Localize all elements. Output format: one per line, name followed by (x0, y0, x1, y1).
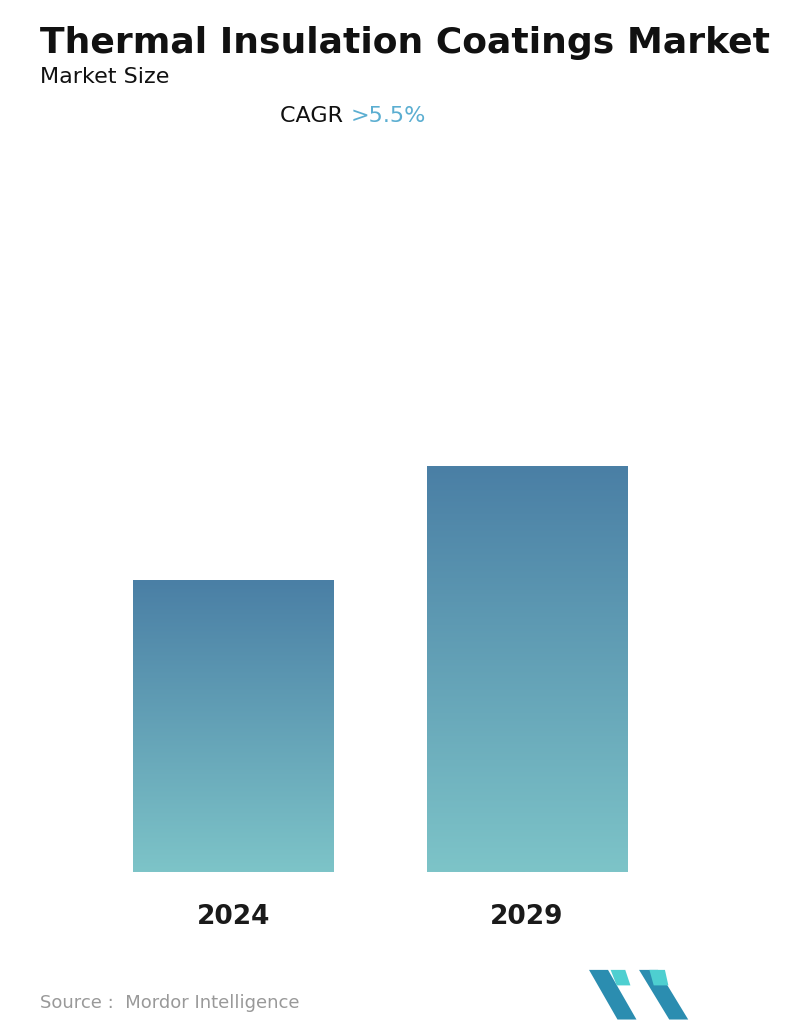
Polygon shape (611, 970, 630, 985)
Text: 2029: 2029 (490, 904, 564, 931)
Polygon shape (650, 970, 669, 985)
Text: Thermal Insulation Coatings Market: Thermal Insulation Coatings Market (40, 26, 770, 60)
Text: Source :  Mordor Intelligence: Source : Mordor Intelligence (40, 994, 299, 1012)
Polygon shape (639, 970, 689, 1020)
Text: 2024: 2024 (197, 904, 270, 931)
Text: >5.5%: >5.5% (350, 105, 426, 126)
Text: CAGR: CAGR (280, 105, 350, 126)
Text: Market Size: Market Size (40, 67, 170, 87)
Polygon shape (589, 970, 637, 1020)
